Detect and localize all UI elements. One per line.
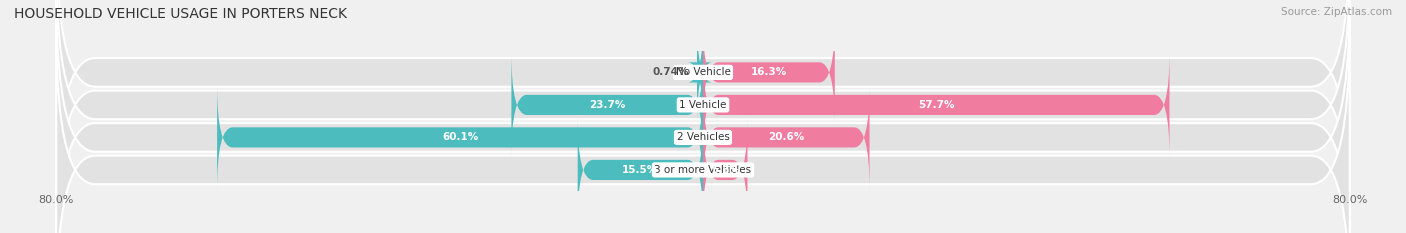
Text: 0.74%: 0.74% — [652, 67, 689, 77]
Text: 1 Vehicle: 1 Vehicle — [679, 100, 727, 110]
Text: 5.5%: 5.5% — [710, 165, 740, 175]
Text: 2 Vehicles: 2 Vehicles — [676, 132, 730, 142]
Text: 15.5%: 15.5% — [623, 165, 658, 175]
FancyBboxPatch shape — [578, 118, 703, 222]
Text: 23.7%: 23.7% — [589, 100, 626, 110]
FancyBboxPatch shape — [688, 20, 713, 125]
FancyBboxPatch shape — [56, 0, 1350, 214]
Text: 20.6%: 20.6% — [768, 132, 804, 142]
FancyBboxPatch shape — [56, 0, 1350, 233]
Text: Source: ZipAtlas.com: Source: ZipAtlas.com — [1281, 7, 1392, 17]
Text: 60.1%: 60.1% — [441, 132, 478, 142]
FancyBboxPatch shape — [56, 28, 1350, 233]
Text: 16.3%: 16.3% — [751, 67, 787, 77]
FancyBboxPatch shape — [703, 85, 869, 190]
FancyBboxPatch shape — [703, 20, 835, 125]
FancyBboxPatch shape — [703, 118, 748, 222]
FancyBboxPatch shape — [56, 0, 1350, 233]
Text: HOUSEHOLD VEHICLE USAGE IN PORTERS NECK: HOUSEHOLD VEHICLE USAGE IN PORTERS NECK — [14, 7, 347, 21]
Text: 3 or more Vehicles: 3 or more Vehicles — [654, 165, 752, 175]
Text: No Vehicle: No Vehicle — [675, 67, 731, 77]
FancyBboxPatch shape — [703, 53, 1170, 157]
FancyBboxPatch shape — [217, 85, 703, 190]
FancyBboxPatch shape — [512, 53, 703, 157]
Text: 57.7%: 57.7% — [918, 100, 955, 110]
